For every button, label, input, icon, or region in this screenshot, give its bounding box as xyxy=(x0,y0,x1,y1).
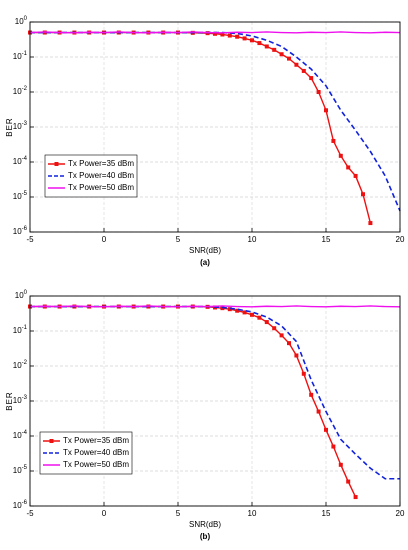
marker xyxy=(242,36,247,41)
legend-box xyxy=(44,154,138,198)
y-tick-label: 10-5 xyxy=(13,465,28,476)
x-tick-label: -5 xyxy=(26,509,34,518)
marker xyxy=(338,462,343,467)
y-tick-label: 100 xyxy=(15,290,28,301)
marker xyxy=(235,308,240,313)
marker xyxy=(257,41,262,46)
legend-label: Tx Power=40 dBm xyxy=(68,171,134,180)
y-tick-label: 10-1 xyxy=(13,51,28,62)
x-tick-label: 15 xyxy=(322,235,331,244)
marker xyxy=(346,479,351,484)
marker xyxy=(287,341,291,346)
marker xyxy=(338,153,343,158)
marker xyxy=(235,34,240,39)
series-line xyxy=(29,31,401,34)
marker xyxy=(227,33,232,38)
x-tick-label: 15 xyxy=(322,509,331,518)
marker xyxy=(264,44,269,49)
marker xyxy=(309,392,314,397)
caption: (a) xyxy=(200,258,210,267)
y-tick-label: 10-2 xyxy=(13,86,28,97)
marker xyxy=(287,56,291,61)
y-tick-label: 10-6 xyxy=(13,500,28,511)
y-tick-label: 100 xyxy=(15,16,28,27)
marker xyxy=(324,427,328,432)
marker xyxy=(279,333,284,338)
x-tick-label: -5 xyxy=(26,235,34,244)
marker xyxy=(316,409,321,414)
marker xyxy=(294,353,299,358)
legend-label: Tx Power=50 dBm xyxy=(68,183,134,192)
marker xyxy=(257,315,262,320)
y-tick-label: 10-2 xyxy=(13,360,28,371)
marker xyxy=(316,90,321,94)
x-tick-label: 0 xyxy=(102,235,107,244)
x-tick-label: 20 xyxy=(396,509,405,518)
x-tick-label: 10 xyxy=(248,235,257,244)
x-axis-label: SNR(dB) xyxy=(189,520,221,529)
marker xyxy=(353,173,358,178)
marker xyxy=(346,165,351,170)
marker xyxy=(227,307,232,312)
x-tick-label: 5 xyxy=(176,235,181,244)
x-tick-label: 10 xyxy=(248,509,257,518)
y-tick-label: 10-3 xyxy=(13,395,28,406)
marker xyxy=(361,192,365,197)
marker xyxy=(264,320,269,325)
plot-frame xyxy=(29,295,401,507)
legend-label: Tx Power=35 dBm xyxy=(68,159,134,168)
marker xyxy=(331,138,336,143)
legend-marker xyxy=(49,439,54,443)
plot-frame xyxy=(29,21,401,233)
marker xyxy=(250,38,254,43)
x-tick-label: 20 xyxy=(396,235,405,244)
y-tick-label: 10-6 xyxy=(13,226,28,237)
marker xyxy=(309,76,314,81)
marker xyxy=(353,495,358,500)
x-tick-label: 0 xyxy=(102,509,107,518)
marker xyxy=(331,444,336,449)
x-axis-label: SNR(dB) xyxy=(189,246,221,255)
marker xyxy=(213,31,217,36)
marker xyxy=(272,47,277,52)
marker xyxy=(272,326,277,331)
y-axis-label: BER xyxy=(5,391,14,410)
marker xyxy=(242,310,247,315)
y-tick-label: 10-1 xyxy=(13,325,28,336)
marker xyxy=(294,62,299,67)
caption: (b) xyxy=(200,532,211,541)
legend-label: Tx Power=40 dBm xyxy=(63,448,129,457)
legend-marker xyxy=(54,162,59,166)
marker xyxy=(279,52,284,57)
series-line xyxy=(29,305,401,308)
y-tick-label: 10-4 xyxy=(13,430,28,441)
legend-label: Tx Power=35 dBm xyxy=(63,436,129,445)
marker xyxy=(250,312,254,317)
marker xyxy=(324,108,328,113)
legend-label: Tx Power=50 dBm xyxy=(63,460,129,469)
y-axis-label: BER xyxy=(5,117,14,136)
series-line xyxy=(30,305,400,480)
marker xyxy=(301,371,306,376)
x-tick-label: 5 xyxy=(176,509,181,518)
marker xyxy=(368,221,373,226)
y-tick-label: 10-4 xyxy=(13,156,28,167)
marker xyxy=(220,32,225,37)
y-tick-label: 10-3 xyxy=(13,121,28,132)
marker xyxy=(301,68,306,73)
y-tick-label: 10-5 xyxy=(13,191,28,202)
